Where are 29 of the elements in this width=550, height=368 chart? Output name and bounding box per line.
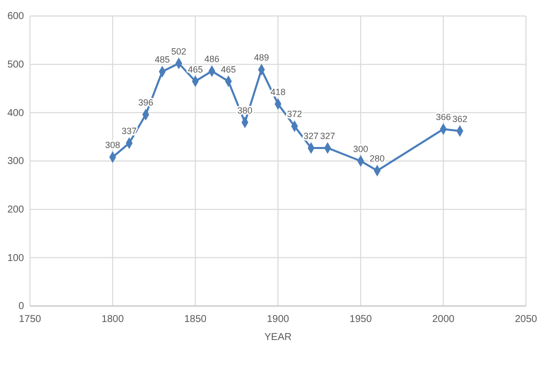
data-label: 485 bbox=[154, 54, 170, 65]
data-label: 465 bbox=[188, 64, 203, 74]
x-tick-label: 1800 bbox=[102, 314, 124, 325]
x-tick-label: 1850 bbox=[184, 314, 207, 325]
x-tick-label: 2000 bbox=[432, 314, 455, 325]
y-tick-label: 600 bbox=[7, 11, 24, 22]
data-label: 486 bbox=[204, 54, 220, 64]
data-label: 300 bbox=[353, 144, 368, 154]
data-label: 502 bbox=[171, 46, 186, 56]
x-tick-label: 1950 bbox=[350, 314, 372, 325]
data-label: 372 bbox=[287, 109, 302, 120]
x-tick-label: 2050 bbox=[514, 314, 538, 325]
y-tick-label: 200 bbox=[7, 204, 24, 216]
x-axis-title: YEAR bbox=[264, 332, 292, 343]
y-tick-label: 500 bbox=[7, 60, 24, 71]
data-label: 280 bbox=[370, 154, 385, 164]
y-tick-label: 300 bbox=[7, 156, 24, 168]
data-label: 327 bbox=[320, 130, 336, 141]
x-tick-label: 1750 bbox=[18, 314, 42, 325]
y-tick-label: 0 bbox=[18, 301, 24, 312]
data-label: 327 bbox=[304, 130, 319, 141]
data-label: 362 bbox=[452, 114, 468, 124]
data-label: 366 bbox=[436, 112, 451, 122]
y-tick-label: 100 bbox=[7, 252, 24, 264]
data-label: 489 bbox=[254, 52, 269, 63]
data-label: 465 bbox=[220, 64, 236, 74]
x-tick-label: 1900 bbox=[266, 314, 290, 325]
data-label: 308 bbox=[105, 140, 120, 150]
y-tick-label: 400 bbox=[7, 108, 24, 119]
